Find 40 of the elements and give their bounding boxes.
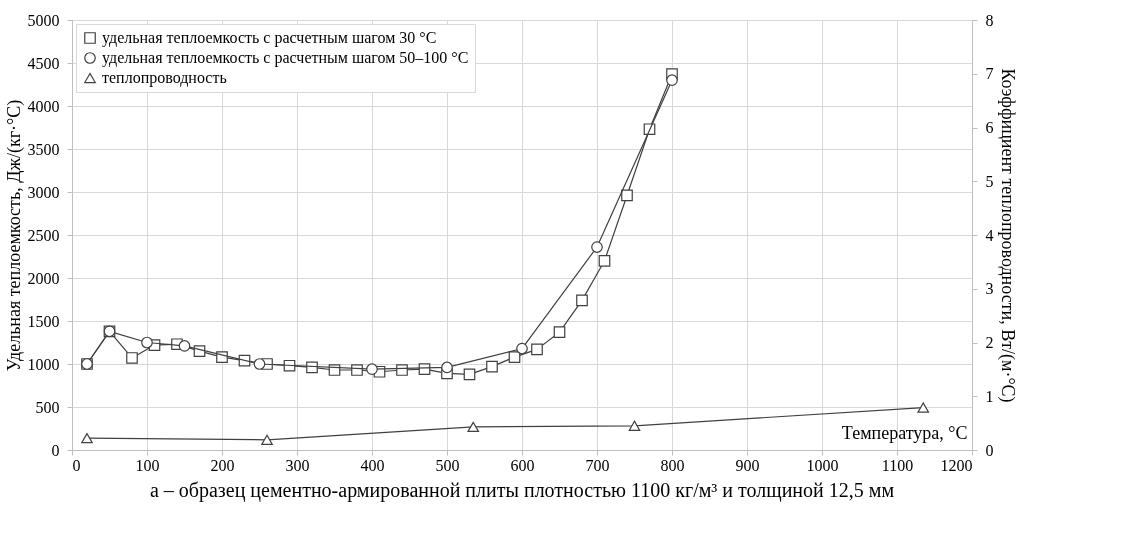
text: а – образец цементно-армированной плиты плотностью 1100 кг/м³ и толщиной 12,5 мм	[149, 479, 895, 502]
y-tick-label: 1000	[27, 355, 60, 373]
y-tick-label: 4000	[27, 97, 60, 115]
y2-tick-label: 5	[985, 172, 994, 190]
x-tick-label: 900	[735, 456, 760, 474]
y2-tick-label: 8	[985, 11, 994, 29]
y-tick-label: 500	[35, 398, 60, 416]
x-tick-label: 100	[135, 456, 160, 474]
x-tick-label: 600	[510, 456, 535, 474]
x-axis-title: Температура, °С	[841, 422, 968, 443]
y-tick-label: 3000	[27, 183, 60, 201]
y-tick-label: 2500	[27, 226, 60, 244]
legend-label: удельная теплоемкость с расчетным шагом 50–100 °С	[102, 49, 469, 67]
legend-label: удельная теплоемкость с расчетным шагом 30 °С	[102, 29, 437, 47]
y-tick-label: 0	[51, 441, 60, 459]
x-tick-label: 1000	[806, 456, 839, 474]
y2-tick-label: 2	[985, 334, 994, 351]
y2-tick-label: 1	[985, 387, 994, 405]
x-tick-label: 200	[210, 456, 235, 474]
x-tick-label: 500	[435, 456, 460, 474]
x-tick-label: 1100	[881, 456, 914, 474]
y2-tick-label: 0	[985, 441, 994, 459]
x-tick-label: 400	[360, 456, 385, 474]
y2-tick-label: 7	[985, 65, 994, 83]
y2-tick-label: 3	[985, 280, 994, 298]
y-tick-label: 1500	[27, 312, 60, 330]
y2-axis-title: Коэффициент теплопроводности, Вт/(м·°С)	[996, 68, 1018, 403]
x-tick-label: 700	[585, 456, 610, 474]
y-tick-label: 3500	[27, 140, 60, 158]
x-tick-label: 1200	[940, 456, 973, 474]
y2-tick-label: 6	[985, 119, 994, 136]
x-tick-label: 0	[72, 456, 81, 474]
y2-tick-label: 4	[985, 226, 994, 244]
x-tick-label: 300	[285, 456, 310, 474]
y-tick-label: 4500	[27, 54, 60, 72]
legend-label: теплопроводность	[102, 69, 227, 87]
y-axis-title: Удельная теплоемкость, Дж/(кг·°С)	[3, 99, 25, 372]
y-tick-label: 5000	[27, 11, 60, 29]
y-tick-label: 2000	[27, 269, 60, 287]
x-tick-label: 800	[660, 456, 685, 474]
